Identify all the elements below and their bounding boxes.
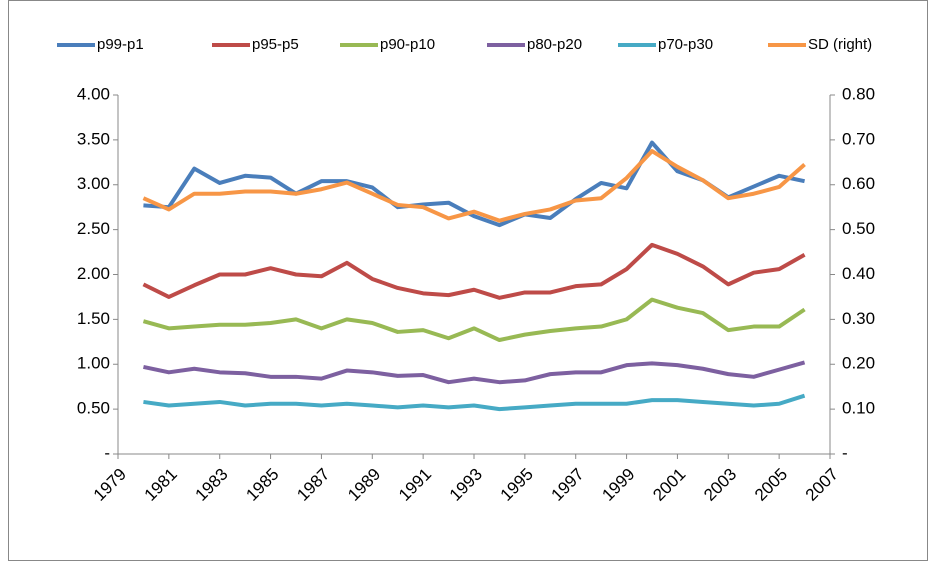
y-tick-label: 3.00 xyxy=(77,174,110,193)
y-tick-label: 3.50 xyxy=(77,129,110,148)
y2-tick-label: 0.20 xyxy=(842,354,875,373)
y2-tick-label: 0.80 xyxy=(842,84,875,103)
y-tick-label: 1.00 xyxy=(77,354,110,373)
legend-label: p99-p1 xyxy=(97,36,144,53)
y2-tick-label: 0.30 xyxy=(842,309,875,328)
chart-frame xyxy=(8,0,928,561)
y-tick-label: 2.00 xyxy=(77,264,110,283)
y-tick-label: - xyxy=(104,443,110,462)
y2-tick-label: - xyxy=(842,443,848,462)
legend-label: p90-p10 xyxy=(380,36,435,53)
y2-tick-label: 0.10 xyxy=(842,399,875,418)
y-tick-label: 4.00 xyxy=(77,84,110,103)
series-line xyxy=(142,297,806,343)
legend-label: p80-p20 xyxy=(527,36,582,53)
y-tick-label: 2.50 xyxy=(77,219,110,238)
y2-tick-label: 0.70 xyxy=(842,129,875,148)
legend-label: SD (right) xyxy=(808,36,872,53)
y-tick-label: 1.50 xyxy=(77,309,110,328)
y-tick-label: 0.50 xyxy=(77,399,110,418)
y2-tick-label: 0.40 xyxy=(842,264,875,283)
y2-tick-label: 0.60 xyxy=(842,174,875,193)
series-line xyxy=(143,360,806,385)
y2-tick-label: 0.50 xyxy=(842,219,875,238)
series-line xyxy=(142,149,806,223)
legend-label: p70-p30 xyxy=(658,36,713,53)
legend-label: p95-p5 xyxy=(252,36,299,53)
series-line xyxy=(143,393,806,412)
series-line xyxy=(142,242,806,300)
